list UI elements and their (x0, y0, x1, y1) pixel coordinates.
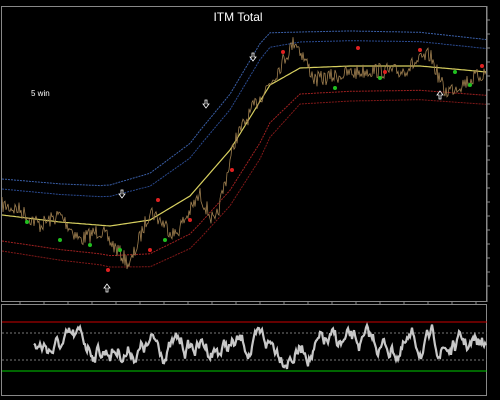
chart-title: ITM Total (213, 10, 262, 24)
annotation: 5 win (31, 89, 50, 98)
oscillator-line (33, 321, 487, 370)
envelope-band (1, 99, 487, 268)
moving-average (1, 65, 487, 227)
envelope-band (1, 30, 487, 187)
signal-arrow (249, 52, 257, 62)
sell-marker (188, 218, 192, 222)
sell-marker (106, 268, 110, 272)
signal-arrow (436, 90, 444, 100)
buy-marker (378, 76, 382, 80)
buy-marker (118, 248, 122, 252)
sell-marker (281, 50, 285, 54)
signal-arrow (202, 99, 210, 109)
sell-marker (156, 198, 160, 202)
indicator-panel (1, 304, 487, 396)
signal-arrow (103, 283, 111, 293)
sell-marker (480, 64, 484, 68)
buy-marker (468, 83, 472, 87)
buy-marker (453, 70, 457, 74)
buy-marker (25, 220, 29, 224)
sell-marker (356, 46, 360, 50)
buy-marker (58, 238, 62, 242)
price-line (1, 37, 487, 270)
buy-marker (333, 86, 337, 90)
envelope-band (1, 40, 487, 198)
plot-layer (1, 19, 490, 370)
buy-marker (163, 238, 167, 242)
sell-marker (383, 70, 387, 74)
envelope-band (1, 89, 487, 257)
buy-marker (88, 243, 92, 247)
sell-marker (230, 168, 234, 172)
sell-marker (148, 248, 152, 252)
sell-marker (418, 48, 422, 52)
signal-arrow (118, 189, 126, 199)
